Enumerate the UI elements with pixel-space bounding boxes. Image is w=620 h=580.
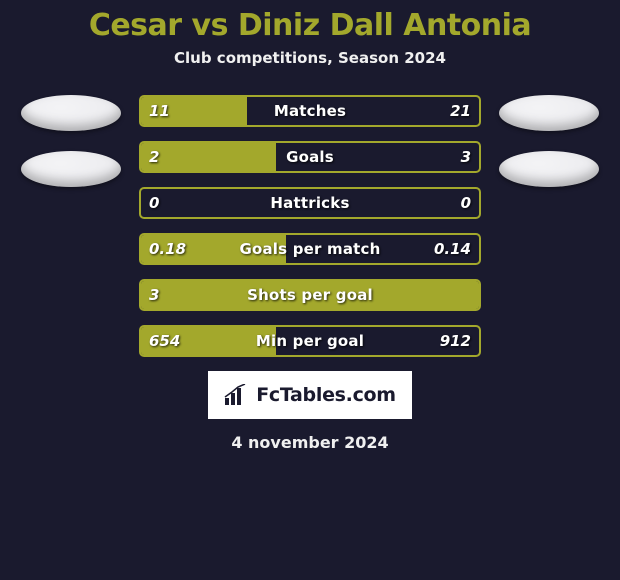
bar-chart-icon [224,384,250,406]
team-left-badge [21,95,121,131]
date-label: 4 november 2024 [231,433,388,452]
stat-row: Min per goal654 912 [139,325,481,357]
stat-rows: Matches11 21 Goals2 3 Hattricks0 0 Goals per m… [139,95,481,357]
stat-value-left: 0.18 [149,235,186,263]
stat-value-left: 0 [149,189,159,217]
team-left-column [21,95,121,187]
team-right-badge [499,95,599,131]
stat-label: Goals [141,143,479,171]
stat-row: Shots per goal3 [139,279,481,311]
stat-row: Goals per match0.18 0.14 [139,233,481,265]
stat-label: Goals per match [141,235,479,263]
stat-row: Matches11 21 [139,95,481,127]
stat-value-left: 2 [149,143,159,171]
logo-text: FcTables.com [256,384,396,406]
stat-value-left: 654 [149,327,180,355]
stat-value-right: 912 [440,327,471,355]
team-left-badge-2 [21,151,121,187]
stat-value-left: 11 [149,97,170,125]
team-right-badge-2 [499,151,599,187]
stat-label: Min per goal [141,327,479,355]
page-title: Cesar vs Diniz Dall Antonia [89,8,531,43]
stat-value-right: 0 [461,189,471,217]
stat-label: Shots per goal [141,281,479,309]
stats-area: Matches11 21 Goals2 3 Hattricks0 0 Goals per m… [21,95,599,357]
stat-label: Hattricks [141,189,479,217]
page-subtitle: Club competitions, Season 2024 [174,49,446,67]
stat-value-right: 3 [461,143,471,171]
stat-row: Goals2 3 [139,141,481,173]
stat-label: Matches [141,97,479,125]
team-right-column [499,95,599,187]
stat-row: Hattricks0 0 [139,187,481,219]
logo-box: FcTables.com [208,371,412,419]
stat-value-right: 21 [450,97,471,125]
stat-value-right: 0.14 [434,235,471,263]
stat-value-left: 3 [149,281,159,309]
